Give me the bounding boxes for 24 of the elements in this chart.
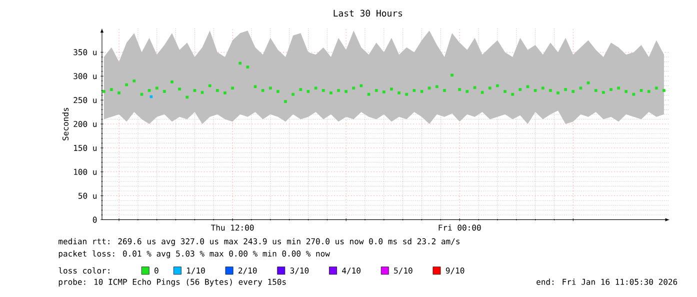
x-tick-label: Fri 00:00	[438, 224, 481, 231]
legend-title: loss color:	[58, 267, 110, 274]
y-tick-label: 300 u	[74, 73, 97, 80]
text: median rtt: 269.6 us avg 327.0 us max 243.9 us min 270.0 us now 0.0 ms sd 23.2 am/s	[58, 238, 460, 246]
legend-label: 1/10	[187, 267, 205, 274]
x-tick-label: Thu 12:00	[211, 224, 254, 231]
legend-label: 0	[154, 267, 158, 274]
legend-label: 2/10	[238, 267, 257, 274]
y-tick-label: 0	[92, 216, 97, 223]
text: end: Fri Jan 16 11:05:30 2026	[536, 278, 678, 285]
text: packet loss: 0.01 % avg 5.03 % max 0.00 % min 0.00 % now	[58, 250, 330, 258]
legend-label: 4/10	[342, 267, 360, 274]
y-tick-label: 50 u	[78, 192, 97, 199]
y-tick-label: 150 u	[74, 144, 97, 151]
y-axis-title: Seconds	[62, 108, 69, 140]
chart-title: Last 30 Hours	[334, 10, 402, 17]
text: probe: 10 ICMP Echo Pings (56 Bytes) every 150s	[58, 278, 286, 286]
y-tick-label: 250 u	[74, 97, 97, 104]
y-tick-label: 100 u	[74, 168, 97, 175]
legend-label: 5/10	[394, 267, 412, 274]
y-tick-label: 350 u	[74, 49, 97, 56]
legend-label: 3/10	[290, 267, 309, 274]
legend-label: 9/10	[446, 267, 464, 274]
y-tick-label: 200 u	[74, 120, 97, 128]
